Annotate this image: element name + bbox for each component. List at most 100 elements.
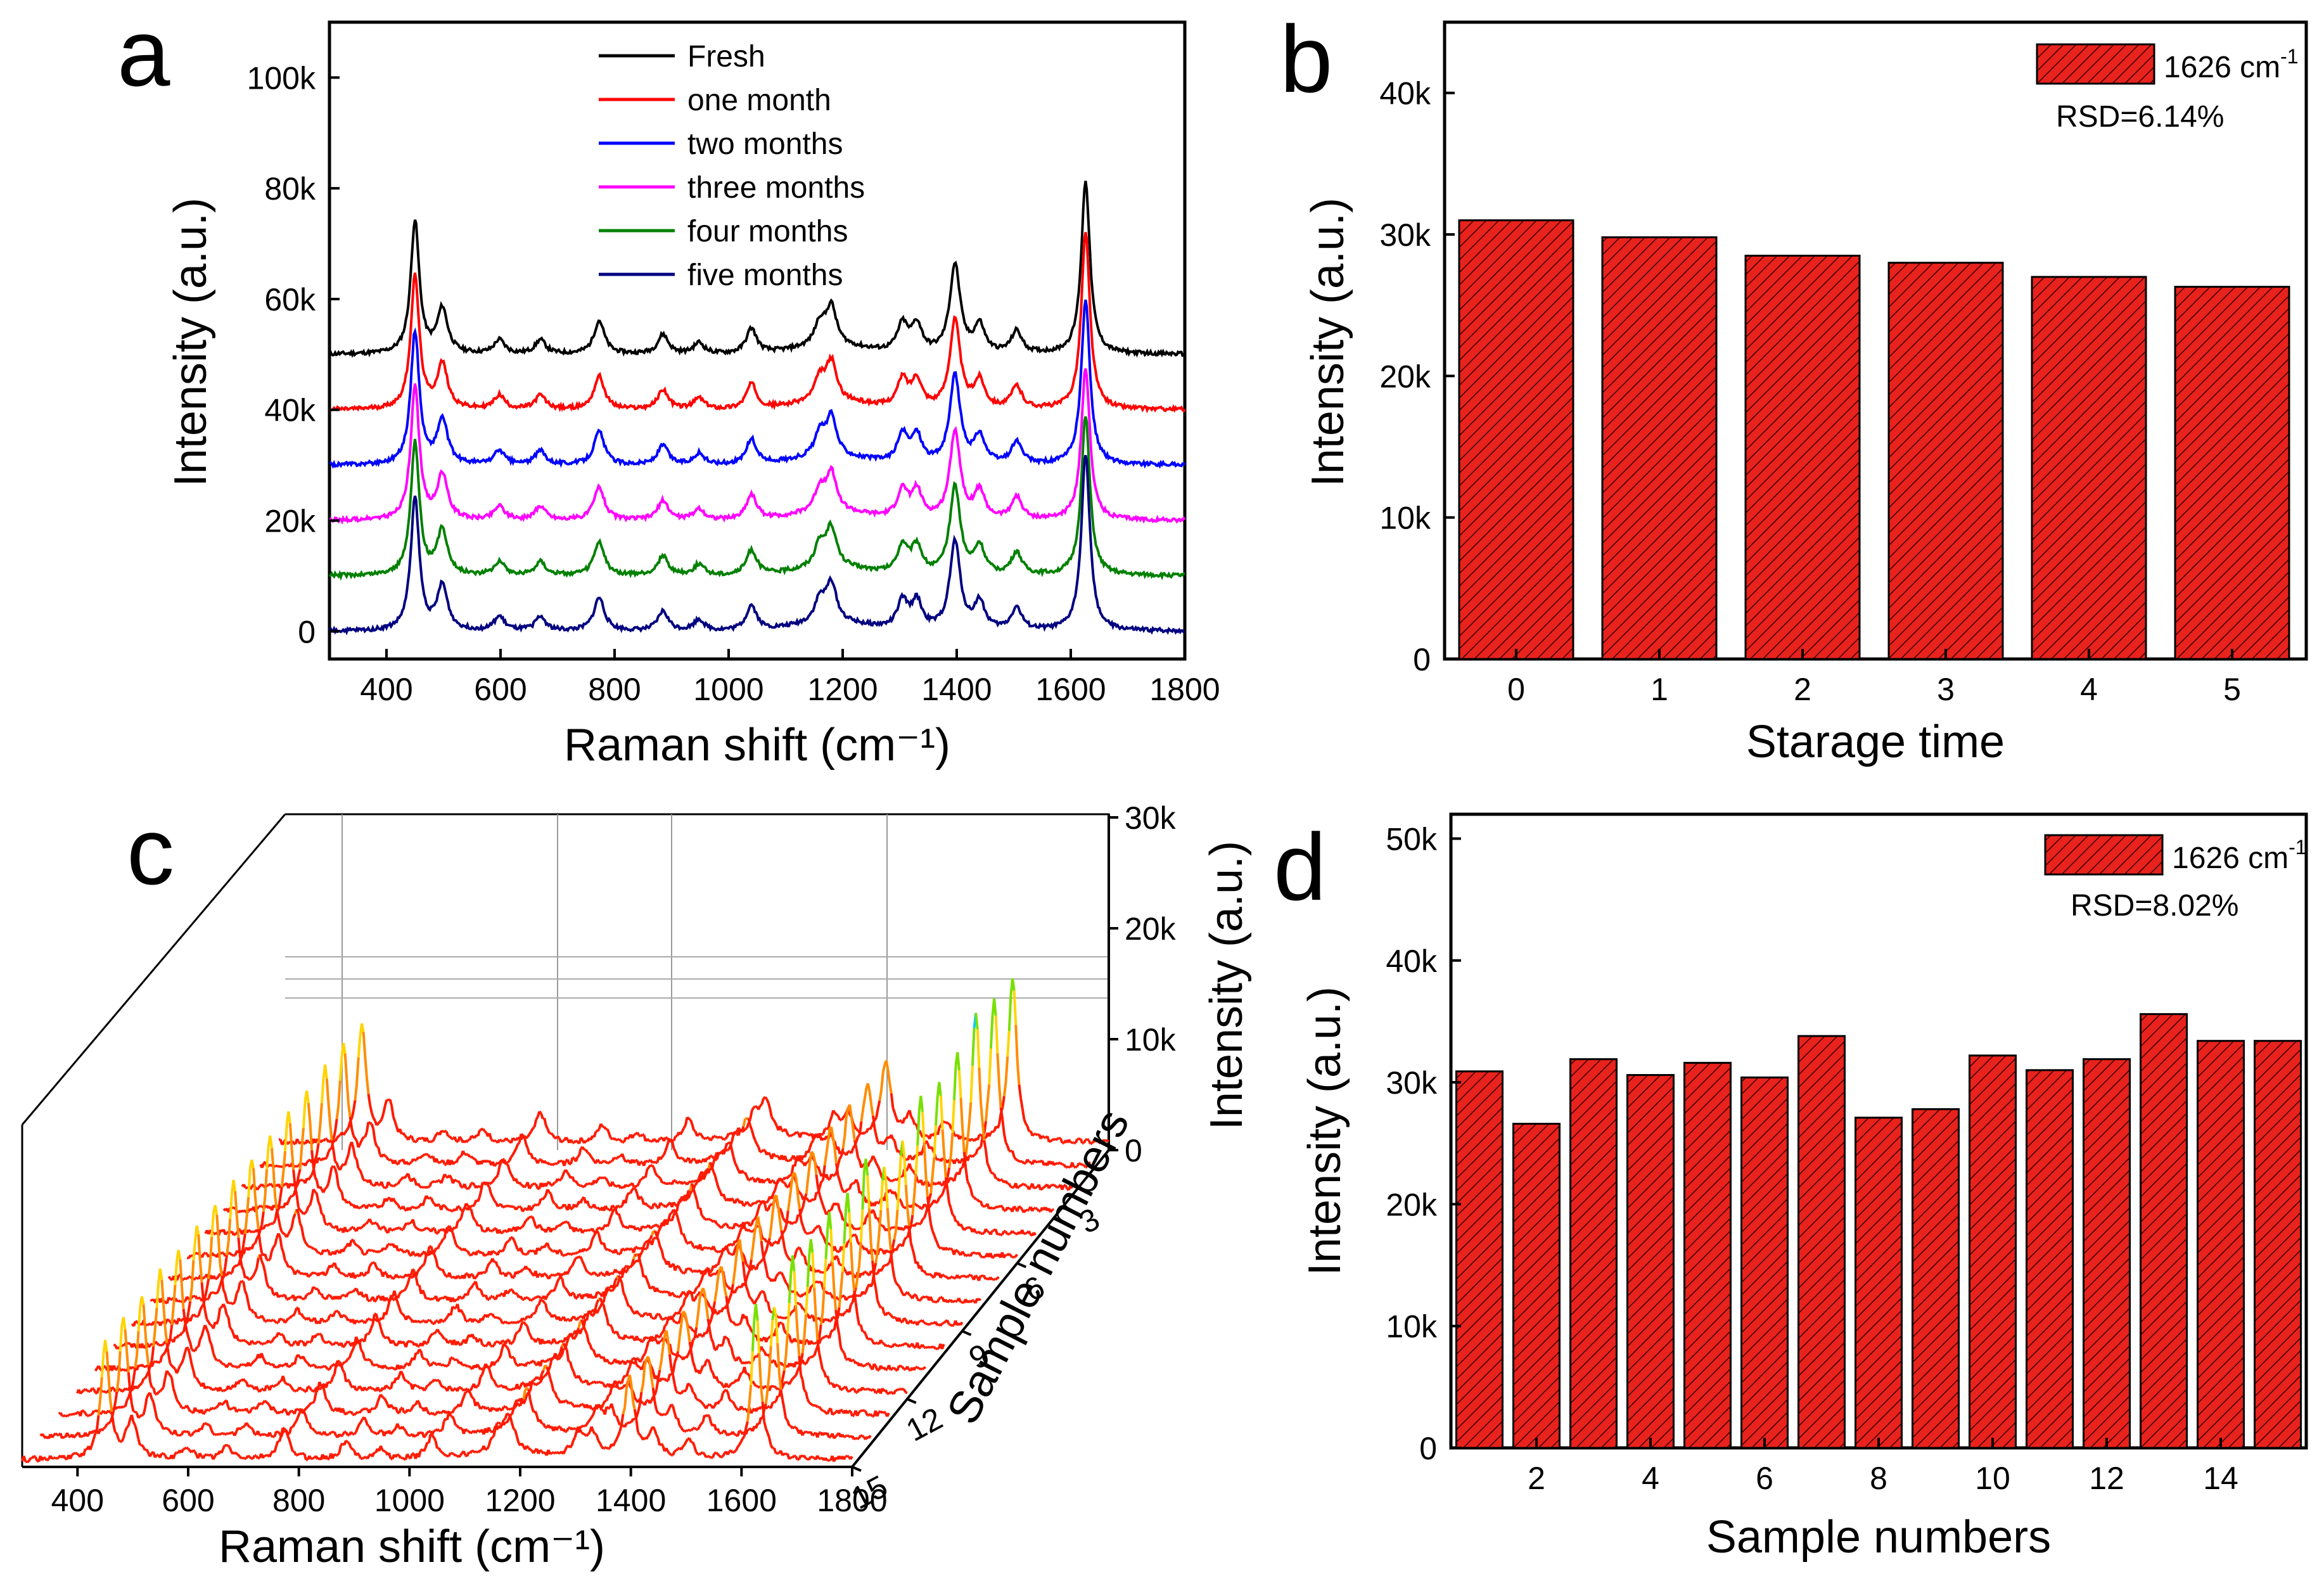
- panel-c-trace-segment: [307, 1292, 311, 1296]
- panel-c-trace-segment: [710, 1272, 714, 1276]
- panel-c-trace-segment: [879, 1180, 884, 1211]
- panel-c-trace-segment: [210, 1213, 215, 1238]
- panel-c-trace-segment: [891, 1178, 896, 1182]
- panel-c-trace-segment: [918, 1205, 923, 1210]
- panel-c-trace-segment: [518, 1226, 522, 1231]
- panel-c-trace-segment: [706, 1167, 710, 1171]
- panel-c-trace-segment: [513, 1334, 517, 1341]
- panel-c-trace-segment: [248, 1277, 251, 1281]
- panel-c-trace-segment: [800, 1206, 805, 1212]
- panel-c-trace-segment: [611, 1137, 615, 1141]
- panel-c-trace-segment: [407, 1173, 411, 1180]
- panel-c-trace-segment: [1006, 1145, 1011, 1151]
- panel-c-trace-segment: [815, 1133, 819, 1137]
- panel-c-trace-segment: [781, 1180, 784, 1184]
- panel-c-trace-segment: [355, 1205, 360, 1210]
- panel-c-trace-segment: [411, 1219, 416, 1227]
- panel-c-trace-segment: [532, 1337, 535, 1341]
- panel-c-trace-segment: [113, 1343, 117, 1347]
- panel-c-trace-segment: [506, 1291, 510, 1295]
- panel-c-trace-segment: [611, 1181, 615, 1186]
- panel-c-trace-segment: [784, 1128, 788, 1133]
- panel-c-trace-segment: [794, 1220, 798, 1224]
- panel-c-trace-segment: [320, 1078, 325, 1104]
- panel-c-trace-segment: [327, 1175, 331, 1184]
- panel-c-trace-segment: [267, 1340, 271, 1343]
- panel-c-trace-segment: [890, 1314, 894, 1319]
- panel-c-trace-segment: [805, 1178, 810, 1194]
- panel-c-trace-segment: [1004, 1142, 1009, 1147]
- panel-c-trace-segment: [775, 1273, 779, 1277]
- panel-c-trace-segment: [348, 1239, 353, 1247]
- panel-c-trace-segment: [615, 1138, 618, 1142]
- panel-c-trace-segment: [196, 1296, 200, 1300]
- panel-c-trace-segment: [397, 1180, 401, 1185]
- panel-c-trace-segment: [257, 1229, 262, 1243]
- panel-c-trace-segment: [545, 1125, 549, 1130]
- panel-c-trace-segment: [398, 1307, 402, 1314]
- panel-c-trace-segment: [601, 1176, 605, 1180]
- panel-c-trace-segment: [827, 1291, 831, 1295]
- panel-c-trace-segment: [502, 1205, 505, 1209]
- panel-c-trace-segment: [267, 1319, 271, 1322]
- panel-c-trace-segment: [399, 1159, 402, 1163]
- panel-c-trace-segment: [1023, 1232, 1026, 1236]
- panel-c-trace-segment: [558, 1248, 561, 1252]
- panel-c-trace-segment: [386, 1098, 389, 1102]
- panel-c-trace-segment: [895, 1210, 899, 1231]
- panel-c-trace-segment: [409, 1161, 412, 1165]
- panel-c-trace-segment: [532, 1156, 535, 1160]
- panel-c-trace-segment: [481, 1315, 485, 1321]
- panel-c-trace-segment: [1008, 1207, 1011, 1210]
- panel-c-trace-segment: [195, 1276, 198, 1280]
- panel-c-trace-segment: [935, 1158, 938, 1161]
- panel-c-trace-segment: [302, 1236, 307, 1243]
- panel-c-trace-segment: [588, 1182, 592, 1186]
- panel-c-trace-segment: [615, 1331, 620, 1336]
- panel-c-trace-segment: [959, 1097, 964, 1129]
- panel-c-trace-segment: [691, 1179, 695, 1184]
- panel-c-trace-segment: [303, 1161, 309, 1167]
- panel-c-trace-segment: [916, 1298, 921, 1302]
- panel-c-trace-segment: [404, 1250, 407, 1254]
- panel-c-trace-segment: [461, 1150, 466, 1155]
- panel-c-trace-segment: [708, 1217, 711, 1221]
- panel-a-legend-label: five months: [687, 259, 843, 292]
- panel-c-trace-segment: [422, 1153, 426, 1157]
- panel-c-trace-segment: [385, 1296, 389, 1301]
- panel-c-trace-segment: [955, 1300, 958, 1303]
- panel-c-trace-segment: [187, 1301, 192, 1312]
- panel-c-trace-segment: [473, 1219, 477, 1222]
- panel-c-trace-segment: [487, 1184, 490, 1188]
- panel-c-trace-segment: [780, 1230, 784, 1239]
- panel-c-trace-segment: [725, 1284, 729, 1288]
- panel-c-trace-segment: [343, 1053, 348, 1080]
- panel-c-trace-segment: [324, 1272, 328, 1277]
- panel-c-trace-segment: [471, 1215, 476, 1220]
- panel-c-trace-segment: [319, 1103, 323, 1126]
- panel-c-trace-segment: [352, 1135, 357, 1139]
- panel-c-trace-segment: [891, 1137, 896, 1142]
- panel-c-trace-segment: [615, 1184, 618, 1188]
- panel-c-trace-segment: [717, 1224, 722, 1228]
- panel-c-trace-segment: [850, 1148, 855, 1154]
- panel-c-trace-segment: [347, 1200, 351, 1204]
- panel-c-trace-segment: [380, 1329, 385, 1335]
- panel-c-trace-segment: [493, 1200, 497, 1204]
- panel-c-trace-segment: [408, 1206, 413, 1211]
- panel-c-trace-segment: [973, 1196, 977, 1201]
- panel-c-trace-segment: [285, 1200, 290, 1206]
- panel-c-trace-segment: [521, 1208, 526, 1213]
- panel-c-trace-segment: [784, 1176, 788, 1180]
- panel-c-trace-segment: [881, 1064, 886, 1073]
- panel-c-trace-segment: [253, 1238, 259, 1244]
- panel-c-trace-segment: [946, 1167, 951, 1178]
- panel-c-trace-segment: [459, 1211, 464, 1219]
- panel-c-trace-segment: [582, 1264, 587, 1269]
- panel-c-trace-segment: [848, 1295, 852, 1298]
- panel-c-trace-segment: [297, 1270, 302, 1274]
- panel-c-trace-segment: [320, 1293, 324, 1298]
- panel-c-trace-segment: [402, 1225, 406, 1231]
- panel-c-trace-segment: [783, 1248, 788, 1255]
- panel-c-trace-segment: [616, 1204, 620, 1208]
